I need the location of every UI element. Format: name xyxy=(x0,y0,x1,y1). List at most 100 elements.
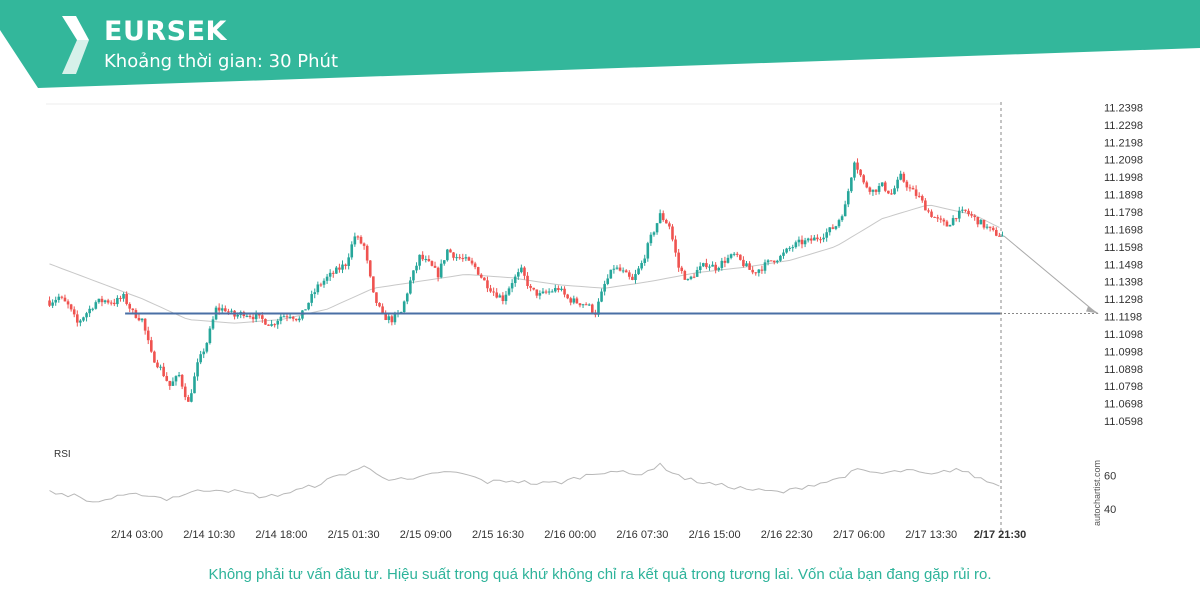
candle-body xyxy=(479,274,483,278)
candle-body xyxy=(532,287,536,290)
candle-body xyxy=(665,219,668,224)
candle-body xyxy=(985,226,989,228)
time-tick-label: 2/14 18:00 xyxy=(255,529,307,541)
candle-body xyxy=(288,316,292,318)
candle-body xyxy=(208,328,212,344)
candle-body xyxy=(143,318,147,331)
candle-body xyxy=(82,317,85,321)
candle-body xyxy=(954,218,958,220)
candle-body xyxy=(683,271,687,280)
forecast-arrow-head xyxy=(1086,306,1099,314)
candle-body xyxy=(930,211,933,217)
moving-average-line xyxy=(49,204,1000,324)
candle-body xyxy=(899,173,902,180)
candle-body xyxy=(957,210,961,219)
candle-body xyxy=(887,190,890,194)
candle-body xyxy=(449,249,452,253)
candle-body xyxy=(171,381,175,386)
candle-body xyxy=(390,316,394,323)
candle-body xyxy=(936,217,939,219)
price-tick-label: 11.0698 xyxy=(1104,399,1143,411)
candle-body xyxy=(257,314,261,316)
candle-body xyxy=(510,283,514,289)
candle-body xyxy=(483,277,486,281)
candle-body xyxy=(794,242,798,248)
candle-body xyxy=(446,249,449,261)
candle-body xyxy=(745,263,748,267)
candle-body xyxy=(211,319,215,329)
candle-body xyxy=(785,248,788,253)
price-tick-label: 11.1498 xyxy=(1104,259,1143,271)
candle-body xyxy=(507,288,511,295)
candle-body xyxy=(714,264,717,271)
candle-body xyxy=(91,308,95,310)
candle-body xyxy=(57,296,61,300)
candle-body xyxy=(831,227,835,229)
candle-body xyxy=(470,260,474,264)
candle-body xyxy=(424,259,428,261)
candle-body xyxy=(825,232,828,238)
candle-body xyxy=(850,177,853,192)
candle-body xyxy=(51,302,54,306)
candle-body xyxy=(569,298,573,303)
candle-body xyxy=(772,260,776,263)
candle-body xyxy=(113,302,116,305)
disclaimer-footer: Không phải tư vấn đầu tư. Hiệu suất tron… xyxy=(208,566,992,583)
price-tick-label: 11.1298 xyxy=(1104,294,1143,306)
candle-body xyxy=(122,293,125,299)
candle-body xyxy=(634,274,637,280)
candle-body xyxy=(282,316,286,318)
candle-body xyxy=(353,236,357,245)
candle-body xyxy=(165,376,169,381)
moving-average-layer xyxy=(49,204,1000,324)
candle-body xyxy=(976,217,980,225)
candle-body xyxy=(54,299,58,303)
candle-body xyxy=(464,257,468,259)
price-chart[interactable]: 11.2398 11.2298 11.2198 11.2098 11.1998 11.18… xyxy=(0,0,1200,560)
candle-body xyxy=(689,276,693,279)
price-tick-label: 11.0998 xyxy=(1104,346,1143,358)
candle-body xyxy=(708,266,711,268)
candle-body xyxy=(362,243,366,246)
candle-body xyxy=(723,260,727,263)
time-tick-label: 2/16 15:00 xyxy=(689,529,741,541)
candle-body xyxy=(248,315,252,317)
candle-body xyxy=(319,284,323,286)
candle-body xyxy=(294,318,298,321)
candle-body xyxy=(871,189,875,192)
candle-body xyxy=(668,223,671,227)
candle-body xyxy=(828,227,832,233)
candle-body xyxy=(304,309,307,311)
candle-body xyxy=(79,320,82,323)
candle-body xyxy=(779,255,782,261)
candle-body xyxy=(538,293,542,296)
candle-body xyxy=(504,294,508,302)
candle-body xyxy=(156,362,159,368)
candle-body xyxy=(254,314,258,320)
candle-body xyxy=(927,210,930,212)
candle-body xyxy=(914,189,918,196)
candle-body xyxy=(612,268,616,270)
candle-body xyxy=(279,316,283,321)
candle-body xyxy=(433,265,437,268)
candle-body xyxy=(196,362,199,377)
time-tick-label: 2/16 07:30 xyxy=(616,529,668,541)
candle-body xyxy=(803,240,807,245)
candle-body xyxy=(452,252,455,258)
candle-body xyxy=(183,386,187,398)
candle-body xyxy=(331,272,335,274)
candle-body xyxy=(769,260,773,262)
candle-body xyxy=(748,263,751,270)
candle-body xyxy=(399,312,403,314)
candle-body xyxy=(726,257,730,263)
candle-body xyxy=(412,270,415,281)
candle-body xyxy=(658,213,662,224)
candle-body xyxy=(692,276,696,278)
candle-body xyxy=(797,239,801,243)
candle-body xyxy=(455,257,458,259)
candle-body xyxy=(75,314,79,323)
candle-body xyxy=(48,300,51,306)
candle-body xyxy=(843,204,847,217)
candle-body xyxy=(473,263,477,268)
candle-body xyxy=(384,313,387,320)
